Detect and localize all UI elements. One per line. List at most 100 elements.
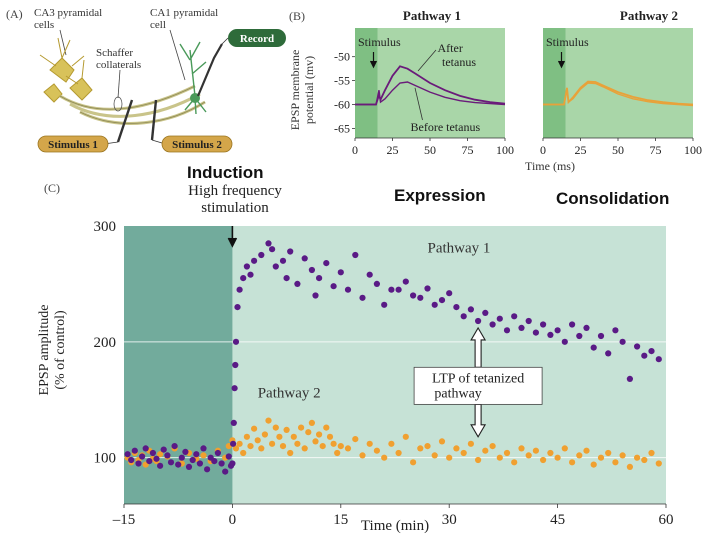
data-point [269,246,276,253]
data-point [135,460,142,467]
data-point [626,463,634,470]
pathway-1-stimulus-label: Stimulus [358,35,401,49]
data-point [337,269,344,276]
ltp-arrow-shape [470,326,487,438]
stimulus-2-electrode [150,99,158,141]
data-point [373,280,380,287]
data-point [547,331,554,338]
data-point [590,461,597,468]
data-point [561,445,568,452]
stimulus-1-label: Stimulus 1 [48,139,98,151]
data-point [655,356,662,363]
data-point [157,451,164,458]
data-point [272,424,279,431]
data-point [265,417,272,424]
data-point [265,240,272,247]
data-point [326,433,334,440]
record-electrode [196,43,223,97]
data-point [569,459,576,466]
data-point [366,440,373,447]
data-point [460,449,467,457]
panel-c-letter: (C) [44,181,60,195]
c-y-tick-label: 300 [94,219,117,235]
data-point [612,459,619,466]
data-point [388,286,395,293]
data-point [424,443,431,450]
pathway-2-trace-plot: Pathway 2 0 25 50 75 100 Stimulus [540,8,702,157]
data-point [511,459,518,466]
data-point [240,449,247,457]
data-point [641,456,648,464]
data-point [605,350,612,357]
data-point [583,447,590,454]
data-point [359,294,366,301]
schaffer-leader-line [117,69,121,99]
data-point [167,459,175,466]
data-point [128,456,135,464]
data-point [446,454,453,461]
ltp-double-arrow: LTP of tetanized pathway [413,326,543,438]
pathway-1-stimulus-window [355,28,378,138]
expression-header: Expression [394,186,486,205]
data-point [287,248,294,255]
c-x-tick-label: 15 [333,512,348,528]
induction-subtitle: High frequency stimulation [160,183,310,217]
c-x-tick-label: 0 [229,512,237,528]
data-point [352,251,359,259]
data-point [196,460,203,467]
data-point [496,315,503,322]
data-point [232,361,239,369]
x-tick-label: 50 [612,143,624,157]
schaffer-collateral-diagram: (A) CA3 pyramidal cells CA1 pyramidal ce… [6,7,286,153]
record-label: Record [240,33,274,45]
data-point [373,447,380,454]
data-point [525,452,532,459]
data-point [312,292,319,299]
data-point [648,348,655,355]
pathway-2-stimulus-window [543,28,566,138]
data-point [160,446,167,453]
c-y-tick-label: 100 [94,451,117,467]
data-point [182,448,189,455]
data-point [496,454,503,461]
data-point [381,301,388,308]
induction-header: Induction [187,163,264,182]
panel-c-ltp-scatter: (C) EPSP amplitude (% of control) Time (… [37,181,674,534]
x-tick-label: 0 [540,143,546,157]
data-point [576,452,583,459]
data-point [294,280,301,287]
data-point [279,257,287,264]
data-point [316,275,323,282]
data-point [272,263,279,270]
data-point [139,453,146,460]
data-point [612,327,619,334]
data-point [503,449,511,457]
data-point [185,463,193,470]
data-point [323,260,330,267]
data-point [175,461,182,468]
data-point [124,451,131,458]
ca3-label-line2: cells [34,19,54,31]
data-point [554,327,561,334]
data-point [460,313,467,320]
data-point [547,449,554,457]
x-tick-label: 25 [387,143,399,157]
schaffer-marker [113,96,123,112]
data-point [337,443,344,450]
data-point [319,443,326,450]
data-point [234,304,241,311]
data-point [142,445,149,452]
data-point [482,309,489,316]
data-point [218,460,225,467]
x-tick-label: 25 [575,143,587,157]
stimulus-2-label: Stimulus 2 [172,139,222,151]
data-point [298,424,305,431]
c-x-tick-label: 45 [550,512,565,528]
ca1-leader-line [169,29,186,81]
data-point [232,338,240,345]
data-point [634,343,641,350]
data-point [229,460,236,467]
y-tick-label: -65 [334,121,350,135]
trace-line-before-tetanus [355,81,506,106]
data-point [131,447,138,454]
